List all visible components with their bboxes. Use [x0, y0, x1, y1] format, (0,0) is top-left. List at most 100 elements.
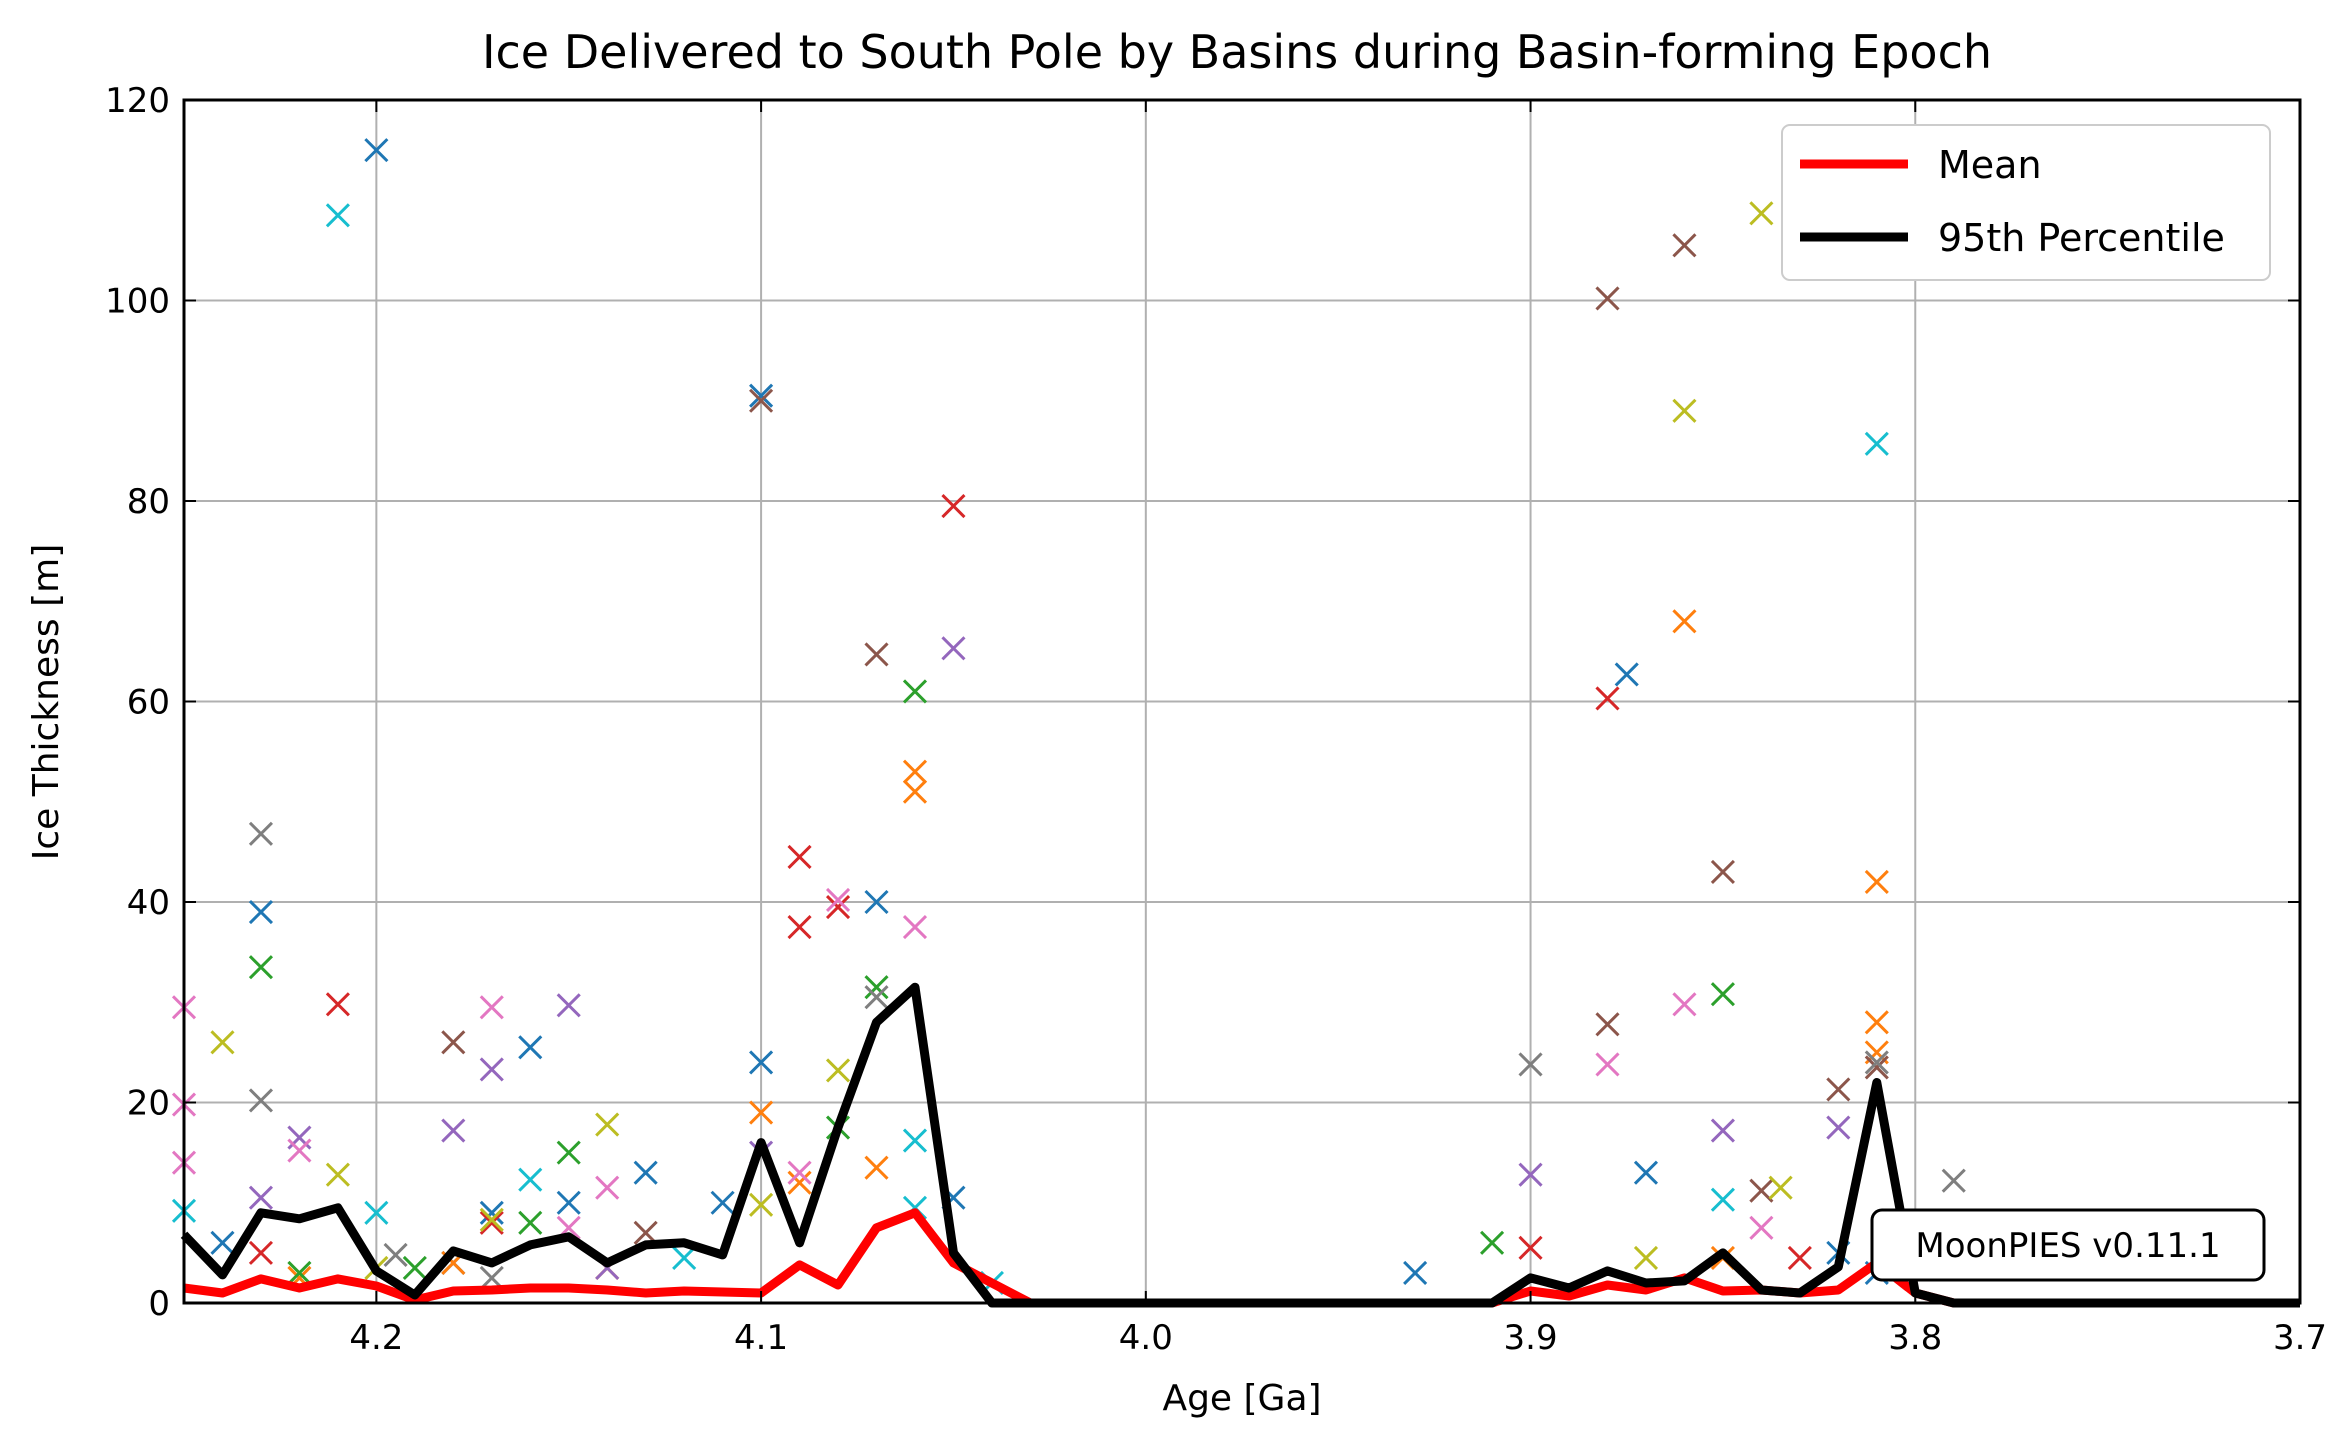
scatter-point: [864, 889, 889, 915]
scatter-point: [556, 993, 581, 1018]
x-axis-title: Age [Ga]: [1162, 1378, 1321, 1419]
y-tick-label: 0: [148, 1284, 170, 1324]
scatter-point: [787, 844, 812, 869]
scatter-point: [1633, 1160, 1659, 1185]
scatter-point: [902, 679, 928, 704]
scatter-point: [749, 383, 774, 408]
y-tick-label: 60: [127, 683, 170, 723]
scatter-point: [902, 759, 928, 784]
scatter-point: [749, 1050, 774, 1075]
scatter-point: [1826, 1115, 1851, 1140]
scatter-point: [1749, 201, 1774, 226]
scatter-point: [1518, 1235, 1543, 1260]
scatter-point: [518, 1167, 543, 1192]
scatter-point: [441, 1030, 466, 1055]
scatter-point: [479, 1207, 504, 1232]
scatter-point: [1595, 286, 1620, 311]
scatter-point: [1595, 1012, 1620, 1037]
scatter-point: [595, 1175, 620, 1200]
x-tick-label: 3.9: [1504, 1318, 1558, 1358]
y-tick-label: 20: [127, 1084, 170, 1124]
version-annotation: MoonPIES v0.11.1: [1870, 1208, 2266, 1282]
x-tick-label: 3.7: [2273, 1318, 2327, 1358]
scatter-point: [1710, 1118, 1735, 1143]
scatter-point: [518, 1210, 543, 1235]
scatter-point: [864, 975, 889, 1000]
scatter-point: [248, 955, 274, 980]
scatter-point: [1403, 1260, 1428, 1285]
scatter-point: [749, 1192, 774, 1217]
scatter-point: [364, 138, 389, 163]
scatter-point: [1672, 233, 1697, 258]
scatter-point: [941, 636, 966, 661]
scatter-point: [1749, 1215, 1774, 1240]
scatter-point: [1710, 1187, 1735, 1212]
scatter-point: [672, 1245, 697, 1270]
y-tick-label: 40: [127, 883, 170, 923]
x-tick-label: 4.1: [734, 1318, 788, 1358]
scatter-point: [325, 203, 350, 228]
scatter-point: [1710, 859, 1735, 884]
scatter-markers: [171, 138, 1966, 1296]
scatter-point: [441, 1118, 466, 1143]
version-box: [1870, 1208, 2266, 1282]
scatter-point: [1787, 1245, 1812, 1270]
scatter-point: [941, 493, 966, 519]
scatter-point: [1633, 1245, 1659, 1270]
scatter-point: [479, 1210, 504, 1235]
scatter-point: [518, 1035, 543, 1060]
scatter-point: [1710, 982, 1735, 1007]
scatter-point: [864, 1155, 889, 1180]
series-lines: [180, 982, 2300, 1308]
scatter-point: [1941, 1168, 1966, 1193]
scatter-point: [248, 1088, 274, 1113]
legend-label-95th: 95th Percentile: [1938, 216, 2225, 260]
scatter-point: [1864, 431, 1889, 456]
scatter-point: [248, 1240, 274, 1265]
scatter-point: [1614, 662, 1639, 687]
scatter-point: [1864, 869, 1889, 895]
y-tick-label: 100: [105, 282, 170, 322]
scatter-point: [325, 992, 350, 1017]
scatter-point: [595, 1112, 620, 1137]
scatter-point: [287, 1125, 312, 1150]
scatter-point: [1864, 1050, 1889, 1075]
scatter-point: [248, 821, 274, 846]
scatter-point: [902, 1128, 928, 1153]
scatter-point: [1864, 1055, 1889, 1080]
scatter-point: [864, 642, 889, 667]
scatter-point: [479, 1200, 504, 1225]
axis-ticks: 4.2 4.1 4.0 3.9 3.8 3.7 0 20 40 60 80 100 120: [105, 81, 2327, 1358]
scatter-point: [787, 915, 812, 940]
scatter-point: [1768, 1175, 1793, 1200]
scatter-point: [479, 1057, 504, 1082]
scatter-point: [749, 388, 774, 413]
scatter-point: [1826, 1077, 1851, 1102]
scatter-point: [749, 1100, 774, 1125]
scatter-point: [1518, 1162, 1543, 1187]
y-tick-label: 120: [105, 81, 170, 121]
scatter-point: [1749, 1178, 1774, 1203]
scatter-point: [787, 1170, 812, 1195]
scatter-point: [902, 779, 928, 804]
scatter-point: [825, 1058, 851, 1083]
scatter-point: [325, 1162, 350, 1187]
percentile-95-line: [180, 982, 2300, 1308]
scatter-point: [1518, 1052, 1543, 1077]
y-axis-title: Ice Thickness [m]: [26, 544, 67, 861]
scatter-point: [248, 899, 274, 925]
x-tick-label: 4.0: [1119, 1318, 1173, 1358]
scatter-point: [402, 1255, 427, 1280]
scatter-point: [1672, 992, 1697, 1017]
scatter-point: [787, 1160, 812, 1185]
scatter-point: [1864, 1010, 1889, 1035]
y-tick-label: 80: [127, 482, 170, 522]
grid: [184, 100, 2300, 1303]
x-tick-label: 4.2: [349, 1318, 403, 1358]
scatter-point: [383, 1242, 408, 1267]
scatter-point: [1595, 1052, 1620, 1077]
scatter-point: [479, 995, 504, 1020]
legend-label-mean: Mean: [1938, 143, 2042, 187]
scatter-point: [364, 1200, 389, 1225]
scatter-point: [633, 1160, 658, 1185]
